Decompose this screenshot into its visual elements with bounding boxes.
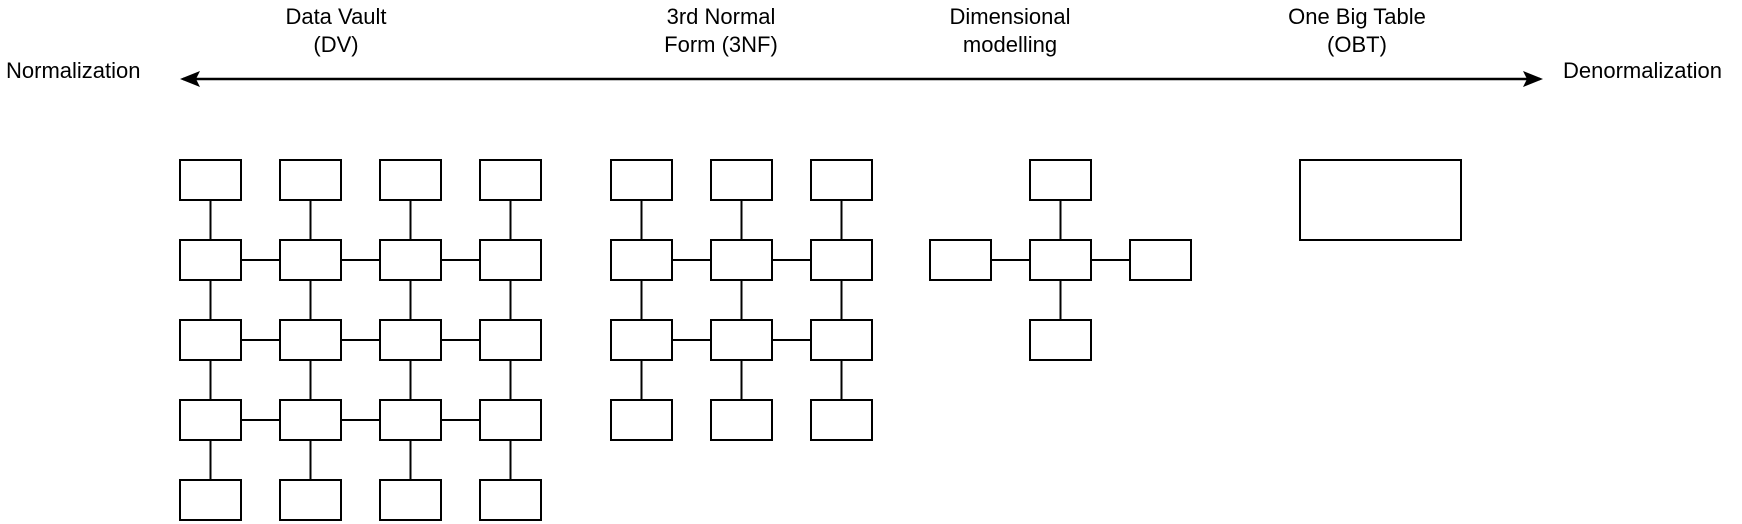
axis-left-arrowhead-icon xyxy=(180,71,200,87)
third-normal-form-schema-table-box xyxy=(610,239,673,281)
approach-label-line: Dimensional xyxy=(949,4,1071,29)
third-normal-form-schema-table-box xyxy=(610,319,673,361)
data-vault-schema-table-box xyxy=(179,399,242,441)
approach-label-line: Data Vault xyxy=(285,4,387,29)
data-vault-schema-table-box xyxy=(279,159,342,201)
approach-label-data-vault: Data Vault (DV) xyxy=(285,3,386,59)
data-vault-schema-table-box xyxy=(479,479,542,521)
axis-right-arrowhead-icon xyxy=(1523,71,1543,87)
data-vault-schema-table-box xyxy=(279,319,342,361)
data-vault-schema-table-box xyxy=(179,479,242,521)
approach-label-line: One Big Table xyxy=(1288,4,1426,29)
data-vault-schema-table-box xyxy=(179,319,242,361)
data-vault-schema-table-box xyxy=(179,239,242,281)
approach-label-line: modelling xyxy=(962,32,1058,57)
dimensional-modelling-schema-table-box xyxy=(1129,239,1192,281)
third-normal-form-schema-table-box xyxy=(810,159,873,201)
data-vault-schema-table-box xyxy=(379,479,442,521)
data-vault-schema-table-box xyxy=(279,479,342,521)
data-vault-schema-table-box xyxy=(479,159,542,201)
data-vault-schema-table-box xyxy=(479,319,542,361)
dimensional-modelling-schema-table-box xyxy=(1029,239,1092,281)
denormalization-label: Denormalization xyxy=(1563,58,1722,83)
approach-label-obt: One Big Table (OBT) xyxy=(1288,3,1426,59)
third-normal-form-schema-table-box xyxy=(710,319,773,361)
data-vault-schema-table-box xyxy=(179,159,242,201)
data-vault-schema-table-box xyxy=(379,159,442,201)
data-vault-schema-table-box xyxy=(479,399,542,441)
third-normal-form-schema-table-box xyxy=(810,239,873,281)
third-normal-form-schema-table-box xyxy=(810,319,873,361)
data-vault-schema-table-box xyxy=(379,319,442,361)
third-normal-form-schema-table-box xyxy=(610,399,673,441)
data-vault-schema-table-box xyxy=(379,239,442,281)
dimensional-modelling-schema-table-box xyxy=(929,239,992,281)
third-normal-form-schema-table-box xyxy=(710,399,773,441)
approach-label-dimensional: Dimensional modelling xyxy=(949,3,1070,59)
approach-label-line: (DV) xyxy=(313,32,359,57)
approach-label-line: Form (3NF) xyxy=(664,32,778,57)
approach-label-line: (OBT) xyxy=(1327,32,1387,57)
one-big-table-schema-table-box xyxy=(1299,159,1462,241)
third-normal-form-schema-table-box xyxy=(710,159,773,201)
approach-label-line: 3rd Normal xyxy=(666,4,776,29)
third-normal-form-schema-table-box xyxy=(810,399,873,441)
dimensional-modelling-schema-table-box xyxy=(1029,319,1092,361)
approach-label-3nf: 3rd Normal Form (3NF) xyxy=(664,3,778,59)
data-vault-schema-table-box xyxy=(279,239,342,281)
dimensional-modelling-schema-table-box xyxy=(1029,159,1092,201)
data-vault-schema-table-box xyxy=(479,239,542,281)
data-vault-schema-table-box xyxy=(379,399,442,441)
third-normal-form-schema-table-box xyxy=(610,159,673,201)
third-normal-form-schema-table-box xyxy=(710,239,773,281)
normalization-label: Normalization xyxy=(6,58,141,83)
data-vault-schema-table-box xyxy=(279,399,342,441)
